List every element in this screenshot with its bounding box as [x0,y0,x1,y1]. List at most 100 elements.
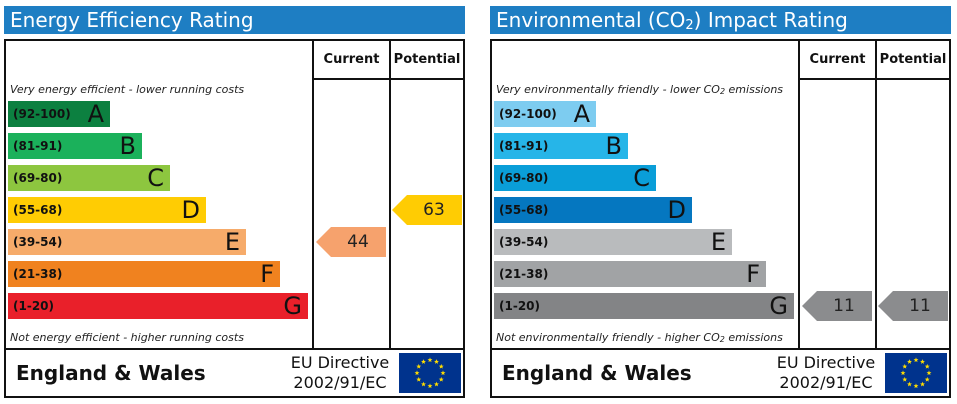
band-range: (69-80) [499,171,549,185]
flag-star [900,370,906,376]
flag-star [434,359,439,364]
header-divider [312,78,463,80]
flag-star [924,376,930,382]
flag-star [416,363,422,369]
current-header: Current [323,52,380,67]
flag-star [902,376,908,382]
bottom-note: Not environmentally friendly - higher CO… [496,331,783,344]
band-letter: A [573,100,590,128]
panel-title: Energy Efficiency Rating [4,6,465,34]
flag-star [907,359,912,364]
header-divider [798,78,949,80]
band-letter: F [746,260,760,288]
flag-star [902,363,908,369]
current-rating-value: 44 [347,232,369,252]
band-letter: E [710,228,726,256]
directive-line2: 2002/91/EC [779,373,873,392]
eu-flag-icon [885,353,947,393]
flag-star [438,363,444,369]
band-letter: C [147,164,164,192]
band-range: (69-80) [13,171,63,185]
flag-star [926,370,932,376]
eu-flag-icon [399,353,461,393]
column-divider [389,41,391,350]
band-f: (21-38) F [8,261,280,287]
current-rating-arrow: 11 [802,291,872,321]
band-e: (39-54) E [494,229,732,255]
band-b: (81-91) B [494,133,628,159]
band-range: (1-20) [499,299,540,313]
band-b: (81-91) B [8,133,142,159]
eu-directive: EU Directive 2002/91/EC [772,353,880,393]
band-range: (21-38) [499,267,549,281]
band-letter: E [224,228,240,256]
current-header: Current [809,52,866,67]
band-range: (1-20) [13,299,54,313]
band-g: (1-20) G [494,293,794,319]
footer-divider [6,348,463,350]
flag-star [427,357,433,363]
current-rating-arrow: 44 [316,227,386,257]
potential-rating-value: 11 [909,296,931,316]
band-range: (55-68) [499,203,549,217]
band-d: (55-68) D [494,197,692,223]
band-c: (69-80) C [494,165,656,191]
potential-rating-arrow: 11 [878,291,948,321]
top-note: Very environmentally friendly - lower CO… [496,83,784,96]
country-label: England & Wales [16,361,206,385]
flag-star [438,376,444,382]
column-divider [312,41,314,350]
directive-line1: EU Directive [776,353,876,372]
band-range: (81-91) [499,139,549,153]
directive-line1: EU Directive [290,353,390,372]
panel-footer: England & Wales EU Directive 2002/91/EC [492,350,949,396]
band-range: (92-100) [499,107,557,121]
potential-header: Potential [879,52,947,67]
flag-star [440,370,446,376]
flag-star [920,381,925,387]
flag-star [913,383,919,389]
flag-star [414,370,420,376]
flag-star [421,381,426,387]
band-letter: G [769,292,788,320]
rating-frame: Current Potential Very environmentally f… [490,39,951,398]
energy-efficiency-panel: Energy Efficiency Rating Current Potenti… [4,6,465,398]
panel-footer: England & Wales EU Directive 2002/91/EC [6,350,463,396]
environmental-impact-panel: Environmental (CO2) Impact Rating Curren… [490,6,951,398]
top-note: Very energy efficient - lower running co… [10,83,245,96]
panel-title: Environmental (CO2) Impact Rating [490,6,951,34]
band-letter: C [633,164,650,192]
band-range: (92-100) [13,107,71,121]
potential-header: Potential [393,52,461,67]
band-range: (39-54) [499,235,549,249]
column-divider [798,41,800,350]
eu-directive: EU Directive 2002/91/EC [286,353,394,393]
band-range: (81-91) [13,139,63,153]
band-range: (21-38) [13,267,63,281]
band-e: (39-54) E [8,229,246,255]
band-range: (39-54) [13,235,63,249]
flag-star [427,383,433,389]
flag-star [924,363,930,369]
bottom-note: Not energy efficient - higher running co… [10,331,244,344]
band-a: (92-100) A [8,101,110,127]
band-a: (92-100) A [494,101,596,127]
current-rating-value: 11 [833,296,855,316]
country-label: England & Wales [502,361,692,385]
band-d: (55-68) D [8,197,206,223]
band-c: (69-80) C [8,165,170,191]
flag-star [913,357,919,363]
band-letter: D [667,196,686,224]
footer-divider [492,348,949,350]
directive-line2: 2002/91/EC [293,373,387,392]
flag-star [920,359,925,364]
column-divider [875,41,877,350]
band-letter: F [260,260,274,288]
flag-star [434,381,439,387]
flag-star [421,359,426,364]
band-letter: A [87,100,104,128]
rating-frame: Current Potential Very energy efficient … [4,39,465,398]
potential-rating-value: 63 [423,200,445,220]
flag-star [416,376,422,382]
band-range: (55-68) [13,203,63,217]
